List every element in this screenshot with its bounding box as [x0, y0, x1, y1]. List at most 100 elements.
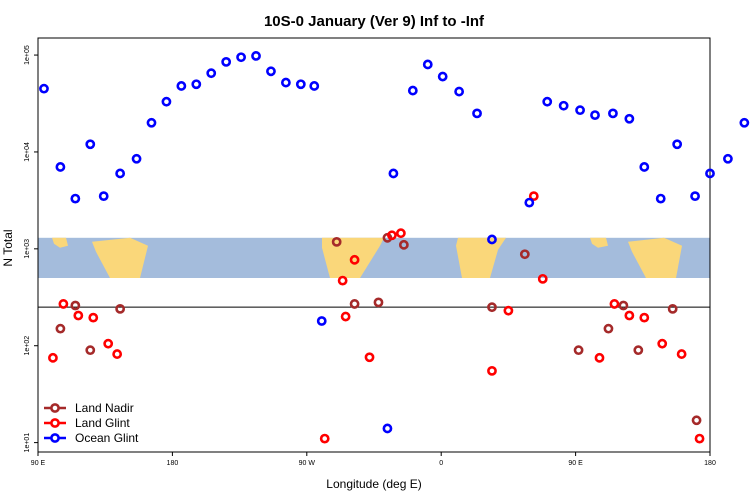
land-glint-point — [694, 433, 705, 444]
ocean-glint-point — [236, 52, 246, 63]
ocean-glint-point — [624, 113, 635, 124]
land-glint-point — [639, 312, 650, 323]
ocean-glint-point — [206, 68, 217, 79]
legend-label-land-nadir: Land Nadir — [75, 401, 134, 415]
x-tick-label: 90 W — [299, 460, 316, 467]
ocean-glint-point — [70, 193, 81, 204]
chart-title: 10S-0 January (Ver 9) Inf to -Inf — [264, 13, 485, 30]
ocean-glint-point — [251, 51, 261, 61]
y-tick-label: 1e+02 — [24, 336, 31, 356]
y-axis: 1e+01 1e+02 1e+03 1e+04 1e+05 — [24, 45, 38, 452]
land-glint-point — [503, 305, 514, 316]
land-nadir-point — [398, 239, 409, 250]
land-glint-point — [58, 299, 69, 309]
ocean-glint-point — [115, 168, 126, 179]
land-glint-point — [537, 273, 548, 284]
land-nadir-point — [373, 297, 384, 308]
ocean-glint-point — [280, 77, 291, 88]
ocean-glint-point — [388, 168, 399, 179]
land-shape — [590, 237, 608, 248]
ocean-glint-point — [98, 191, 109, 202]
legend-marker-ocean-glint — [50, 433, 60, 443]
x-tick-label: 180 — [167, 460, 179, 467]
ocean-glint-point — [382, 423, 393, 434]
land-glint-point — [73, 310, 84, 321]
ocean-glint-point — [590, 110, 600, 121]
ocean-glint-point — [608, 108, 618, 119]
ocean-glint-point — [437, 71, 448, 82]
land-shape — [92, 237, 148, 279]
land-nadir-point — [55, 323, 66, 334]
ocean-glint-point — [316, 316, 327, 326]
ocean-glint-point — [705, 168, 715, 179]
land-nadir-point — [519, 249, 530, 260]
y-tick-label: 1e+05 — [24, 45, 31, 65]
ocean-glint-point — [575, 105, 585, 116]
land-glint-point — [340, 311, 351, 322]
land-nadir-point — [618, 300, 629, 311]
y-tick-label: 1e+04 — [24, 142, 31, 162]
land-glint-point — [48, 352, 58, 363]
legend-label-ocean-glint: Ocean Glint — [75, 431, 139, 445]
x-tick-label: 180 — [704, 460, 716, 467]
x-axis: 90 E 180 90 W 0 90 E 180 — [31, 452, 716, 467]
land-glint-point — [349, 254, 360, 265]
world-map-band — [38, 237, 710, 279]
ocean-glint-point — [266, 66, 276, 77]
ocean-glint-point — [85, 139, 96, 150]
legend-marker-land-glint — [50, 418, 60, 428]
land-nadir-point — [487, 302, 497, 313]
plot-frame — [37, 37, 711, 453]
land-glint-point — [88, 312, 99, 323]
ocean-glint-point — [309, 81, 320, 91]
land-glint-point — [528, 191, 539, 202]
ocean-glint-point — [146, 117, 157, 128]
legend-label-land-glint: Land Glint — [75, 416, 130, 430]
land-glint-point — [337, 275, 348, 286]
land-glint-point — [112, 349, 123, 359]
y-tick-label: 1e+01 — [24, 433, 31, 453]
land-nadir-point — [85, 345, 96, 356]
land-glint-point — [319, 433, 330, 444]
legend-marker-land-nadir — [50, 403, 60, 413]
ocean-glint-point — [176, 81, 187, 91]
land-nadir-point — [633, 345, 644, 356]
ocean-glint-point — [524, 197, 535, 208]
land-nadir-point — [603, 323, 614, 334]
ocean-glint-point — [191, 79, 202, 90]
y-axis-label: N Total — [1, 229, 15, 266]
land-shape — [628, 237, 682, 279]
ocean-glint-point — [454, 86, 465, 97]
ocean-glint-point — [487, 234, 497, 245]
land-nadir-point — [691, 415, 702, 426]
land-nadir-point — [331, 236, 342, 247]
ocean-glint-point — [39, 83, 49, 94]
ocean-glint-point — [639, 162, 650, 172]
land-glint-point — [395, 228, 406, 239]
ocean-glint-point — [131, 153, 142, 164]
ocean-glint-point — [161, 96, 172, 107]
land-glint-point — [624, 310, 635, 321]
ocean-glint-point — [472, 108, 482, 119]
y-tick-label: 1e+03 — [24, 239, 31, 259]
land-glint-point — [487, 365, 497, 376]
ocean-glint-point — [407, 85, 418, 96]
land-nadir-point — [667, 303, 678, 314]
ocean-glint-point — [422, 59, 433, 70]
x-tick-label: 90 E — [568, 460, 583, 467]
data-points — [39, 51, 750, 444]
land-glint-point — [609, 299, 620, 309]
land-glint-point — [657, 338, 668, 349]
land-shape — [52, 237, 68, 248]
land-glint-point — [103, 338, 114, 349]
ocean-glint-point — [655, 193, 666, 204]
land-glint-point — [364, 352, 375, 363]
land-shape — [456, 237, 506, 279]
land-glint-point — [594, 352, 605, 363]
ocean-glint-point — [690, 191, 700, 202]
x-tick-label: 90 E — [31, 460, 46, 467]
x-tick-label: 0 — [439, 460, 443, 467]
land-glint-point — [387, 230, 397, 241]
